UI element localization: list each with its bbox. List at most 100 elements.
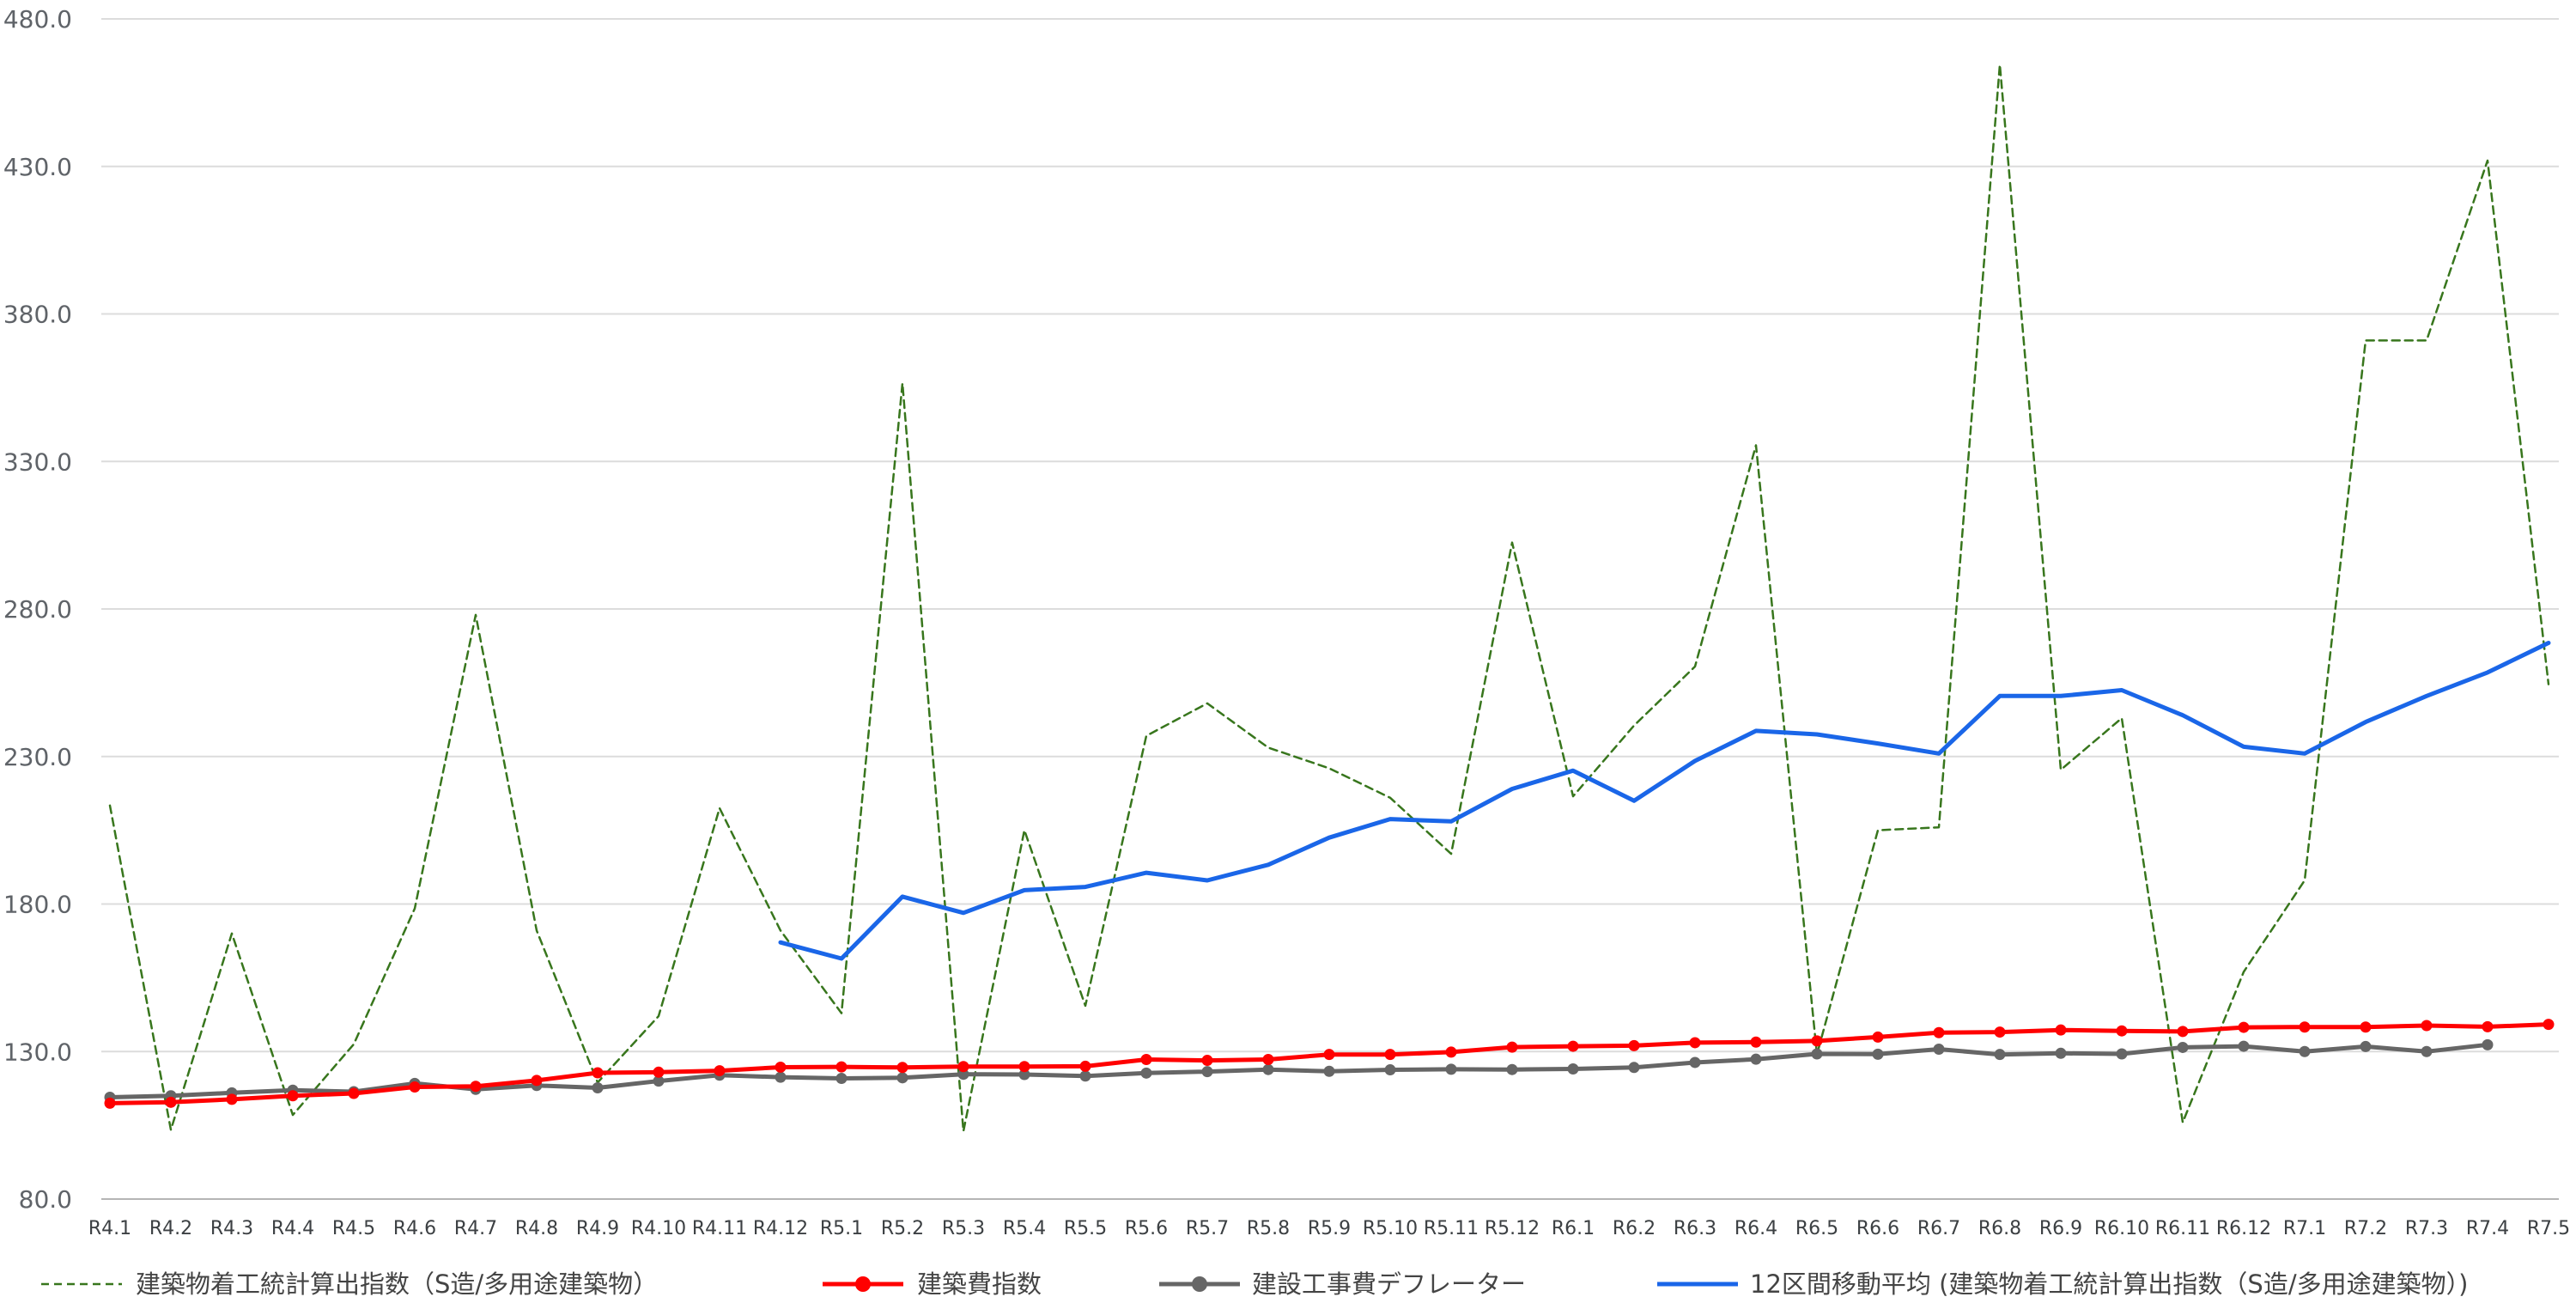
x-tick-label: R7.5 bbox=[2527, 1218, 2570, 1239]
x-tick-label: R4.8 bbox=[515, 1218, 558, 1239]
x-tick-label: R5.2 bbox=[881, 1218, 924, 1239]
data-point bbox=[2238, 1040, 2250, 1052]
data-point bbox=[1323, 1065, 1335, 1077]
data-point bbox=[2360, 1021, 2372, 1033]
data-point bbox=[1384, 1064, 1396, 1076]
x-tick-label: R5.11 bbox=[1424, 1218, 1479, 1239]
y-tick-label: 280.0 bbox=[3, 595, 72, 624]
data-point bbox=[653, 1066, 665, 1078]
y-tick-label: 480.0 bbox=[3, 5, 72, 33]
data-point bbox=[1994, 1049, 2006, 1061]
data-point bbox=[2116, 1048, 2128, 1060]
data-point bbox=[226, 1093, 238, 1105]
data-point bbox=[835, 1061, 848, 1073]
x-tick-label: R5.6 bbox=[1125, 1218, 1168, 1239]
x-tick-label: R5.10 bbox=[1363, 1218, 1418, 1239]
x-tick-label: R4.7 bbox=[454, 1218, 497, 1239]
x-tick-label: R4.5 bbox=[332, 1218, 375, 1239]
data-point bbox=[104, 1097, 116, 1109]
x-tick-label: R4.3 bbox=[210, 1218, 253, 1239]
data-point bbox=[1811, 1035, 1823, 1047]
x-tick-label: R6.9 bbox=[2039, 1218, 2082, 1239]
data-point bbox=[2299, 1021, 2311, 1033]
x-tick-label: R5.12 bbox=[1485, 1218, 1540, 1239]
data-point bbox=[1628, 1039, 1640, 1051]
x-tick-label: R5.4 bbox=[1003, 1218, 1046, 1239]
data-point bbox=[287, 1090, 299, 1102]
y-tick-label: 180.0 bbox=[3, 891, 72, 919]
x-tick-label: R6.8 bbox=[1978, 1218, 2021, 1239]
x-tick-label: R5.9 bbox=[1308, 1218, 1351, 1239]
data-point bbox=[1567, 1063, 1579, 1075]
data-point bbox=[592, 1082, 604, 1094]
x-tick-label: R6.12 bbox=[2216, 1218, 2271, 1239]
x-tick-label: R5.8 bbox=[1247, 1218, 1290, 1239]
x-tick-label: R7.4 bbox=[2466, 1218, 2509, 1239]
x-tick-label: R4.11 bbox=[692, 1218, 747, 1239]
data-point bbox=[1933, 1044, 1945, 1056]
data-point bbox=[2177, 1041, 2189, 1053]
y-axis-tick-labels: 80.0 130.0 180.0 230.0 280.0 330.0 380.0 430.0 4… bbox=[3, 5, 72, 1214]
legend-marker bbox=[855, 1276, 871, 1292]
data-point bbox=[1445, 1063, 1457, 1075]
x-tick-label: R6.4 bbox=[1735, 1218, 1777, 1239]
legend-item: 建築費指数 bbox=[823, 1269, 1042, 1299]
data-point bbox=[470, 1081, 482, 1093]
data-point bbox=[1933, 1026, 1945, 1038]
x-tick-label: R4.2 bbox=[149, 1218, 192, 1239]
data-point bbox=[896, 1072, 908, 1084]
data-point bbox=[2177, 1026, 2189, 1038]
data-point bbox=[653, 1075, 665, 1087]
x-tick-label: R6.1 bbox=[1552, 1218, 1595, 1239]
y-tick-label: 80.0 bbox=[19, 1185, 72, 1214]
legend-label: 建築費指数 bbox=[917, 1269, 1042, 1299]
data-point bbox=[1140, 1067, 1152, 1079]
gridlines bbox=[101, 18, 2559, 1200]
x-axis-tick-labels: R4.1 R4.2 R4.3 R4.4 R4.5 R4.6 R4.7 R4.8 R4.9 R4.1… bbox=[88, 1218, 2570, 1239]
data-point bbox=[2421, 1045, 2433, 1057]
x-tick-label: R6.11 bbox=[2155, 1218, 2210, 1239]
series-line bbox=[778, 641, 2551, 961]
x-tick-label: R5.1 bbox=[820, 1218, 863, 1239]
x-tick-label: R6.10 bbox=[2094, 1218, 2149, 1239]
data-point bbox=[531, 1075, 543, 1087]
data-point bbox=[165, 1096, 177, 1108]
series-1 bbox=[104, 1019, 2555, 1109]
x-tick-label: R6.6 bbox=[1856, 1218, 1899, 1239]
data-point bbox=[957, 1061, 969, 1073]
data-point bbox=[1201, 1055, 1213, 1067]
legend-item: 建築物着工統計算出指数（S造/多用途建築物） bbox=[41, 1269, 658, 1299]
data-point bbox=[1018, 1069, 1030, 1081]
data-point bbox=[592, 1067, 604, 1079]
legend-label: 12区間移動平均 (建築物着工統計算出指数（S造/多用途建築物）) bbox=[1750, 1269, 2468, 1299]
data-point bbox=[1018, 1061, 1030, 1073]
legend-item: 建設工事費デフレーター bbox=[1159, 1269, 1526, 1299]
data-point bbox=[1384, 1049, 1396, 1061]
data-point bbox=[1140, 1054, 1152, 1066]
data-point bbox=[2543, 1019, 2555, 1031]
y-tick-label: 230.0 bbox=[3, 743, 72, 771]
data-point bbox=[957, 1069, 969, 1081]
data-point bbox=[1262, 1054, 1274, 1066]
x-tick-label: R4.10 bbox=[631, 1218, 686, 1239]
data-point bbox=[348, 1087, 360, 1099]
data-point bbox=[2482, 1020, 2494, 1032]
x-tick-label: R5.5 bbox=[1064, 1218, 1107, 1239]
x-tick-label: R4.12 bbox=[753, 1218, 808, 1239]
data-point bbox=[1567, 1040, 1579, 1052]
data-point bbox=[1994, 1026, 2006, 1038]
data-point bbox=[1506, 1041, 1518, 1053]
legend-label: 建築物着工統計算出指数（S造/多用途建築物） bbox=[136, 1269, 658, 1299]
data-point bbox=[2482, 1038, 2494, 1050]
data-point bbox=[2360, 1040, 2372, 1052]
x-tick-label: R6.7 bbox=[1917, 1218, 1960, 1239]
data-point bbox=[1323, 1049, 1335, 1061]
x-tick-label: R6.5 bbox=[1795, 1218, 1838, 1239]
x-tick-label: R5.3 bbox=[942, 1218, 985, 1239]
data-point bbox=[409, 1081, 421, 1093]
y-tick-label: 380.0 bbox=[3, 301, 72, 329]
data-point bbox=[1689, 1056, 1701, 1069]
legend-label: 建設工事費デフレーター bbox=[1252, 1269, 1526, 1299]
data-point bbox=[2116, 1025, 2128, 1037]
